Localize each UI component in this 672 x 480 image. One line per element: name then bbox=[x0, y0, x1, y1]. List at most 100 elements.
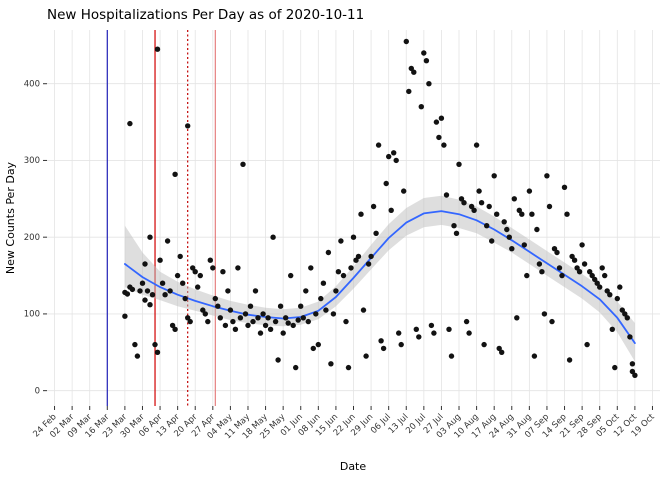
data-point bbox=[358, 211, 364, 217]
data-point bbox=[386, 153, 392, 160]
data-point bbox=[627, 334, 633, 340]
data-point bbox=[509, 246, 515, 252]
data-point bbox=[174, 272, 181, 279]
data-point bbox=[157, 257, 163, 263]
data-point bbox=[463, 318, 470, 325]
data-point bbox=[215, 303, 221, 309]
data-point bbox=[169, 322, 176, 329]
data-point bbox=[584, 341, 590, 348]
data-point bbox=[619, 307, 625, 313]
data-point bbox=[456, 161, 462, 167]
data-point bbox=[443, 192, 450, 198]
data-point bbox=[441, 142, 447, 148]
data-point bbox=[260, 311, 266, 317]
data-point bbox=[576, 269, 583, 275]
data-point bbox=[365, 261, 372, 267]
data-point bbox=[378, 338, 384, 344]
data-point bbox=[602, 272, 608, 279]
data-point bbox=[433, 119, 440, 125]
data-point bbox=[270, 234, 276, 240]
data-point bbox=[257, 330, 264, 336]
data-point bbox=[295, 317, 301, 323]
data-point bbox=[185, 123, 191, 129]
data-point bbox=[466, 330, 472, 336]
data-point bbox=[531, 353, 538, 359]
data-point bbox=[154, 46, 161, 52]
data-point bbox=[574, 265, 580, 271]
y-tick-label: 200 bbox=[24, 233, 40, 243]
data-point bbox=[617, 284, 623, 290]
data-point bbox=[587, 269, 593, 275]
data-point bbox=[526, 188, 533, 194]
data-point bbox=[594, 280, 600, 286]
data-point bbox=[167, 288, 173, 294]
data-point bbox=[147, 302, 153, 308]
data-point bbox=[220, 269, 226, 275]
data-point bbox=[185, 315, 191, 321]
data-point bbox=[549, 318, 555, 325]
data-point bbox=[554, 249, 560, 256]
data-point bbox=[142, 261, 148, 267]
data-point bbox=[255, 315, 261, 321]
data-point bbox=[328, 361, 334, 367]
data-point bbox=[519, 211, 525, 217]
data-point bbox=[195, 284, 201, 290]
data-point bbox=[486, 203, 492, 210]
data-point bbox=[265, 315, 271, 321]
data-point bbox=[564, 211, 570, 217]
data-point bbox=[511, 196, 517, 202]
data-point bbox=[363, 353, 369, 359]
data-point bbox=[313, 311, 319, 317]
data-point bbox=[546, 203, 553, 210]
y-tick-label: 0 bbox=[35, 386, 40, 396]
data-point bbox=[428, 322, 435, 329]
data-point bbox=[142, 297, 148, 303]
chart-title: New Hospitalizations Per Day as of 2020-… bbox=[47, 7, 364, 23]
x-axis-title: Date bbox=[340, 460, 367, 473]
data-point bbox=[539, 269, 545, 275]
data-point bbox=[571, 257, 578, 263]
data-point bbox=[436, 134, 442, 141]
data-point bbox=[212, 295, 218, 302]
data-point bbox=[343, 318, 349, 325]
data-point bbox=[506, 234, 512, 240]
data-point bbox=[426, 81, 432, 87]
data-point bbox=[308, 265, 314, 271]
data-point bbox=[325, 249, 332, 256]
data-point bbox=[438, 115, 445, 121]
data-point bbox=[388, 207, 394, 213]
data-point bbox=[152, 341, 158, 348]
data-point bbox=[200, 307, 206, 313]
data-point bbox=[267, 326, 274, 332]
data-point bbox=[202, 311, 208, 317]
data-point bbox=[242, 311, 249, 317]
data-point bbox=[348, 265, 354, 271]
data-point bbox=[144, 288, 151, 294]
data-point bbox=[353, 257, 359, 263]
data-point bbox=[283, 315, 289, 321]
data-point bbox=[431, 330, 437, 336]
data-point bbox=[225, 288, 231, 294]
data-point bbox=[127, 120, 133, 127]
data-point bbox=[375, 142, 382, 148]
data-point bbox=[360, 307, 367, 313]
data-point bbox=[345, 364, 352, 371]
data-point bbox=[406, 88, 412, 95]
data-point bbox=[330, 311, 337, 317]
data-point bbox=[416, 334, 422, 340]
y-axis-title: New Counts Per Day bbox=[4, 161, 17, 274]
data-point bbox=[315, 341, 321, 348]
data-point bbox=[137, 288, 143, 294]
data-point bbox=[252, 288, 259, 294]
data-point bbox=[190, 265, 196, 271]
data-point bbox=[629, 361, 636, 367]
data-point bbox=[451, 223, 457, 229]
data-point bbox=[154, 349, 161, 355]
data-point bbox=[210, 265, 216, 271]
data-point bbox=[473, 142, 480, 148]
data-point bbox=[478, 200, 485, 206]
data-point bbox=[368, 253, 374, 260]
data-point bbox=[383, 180, 389, 187]
data-point bbox=[262, 322, 269, 329]
data-point bbox=[298, 303, 304, 309]
